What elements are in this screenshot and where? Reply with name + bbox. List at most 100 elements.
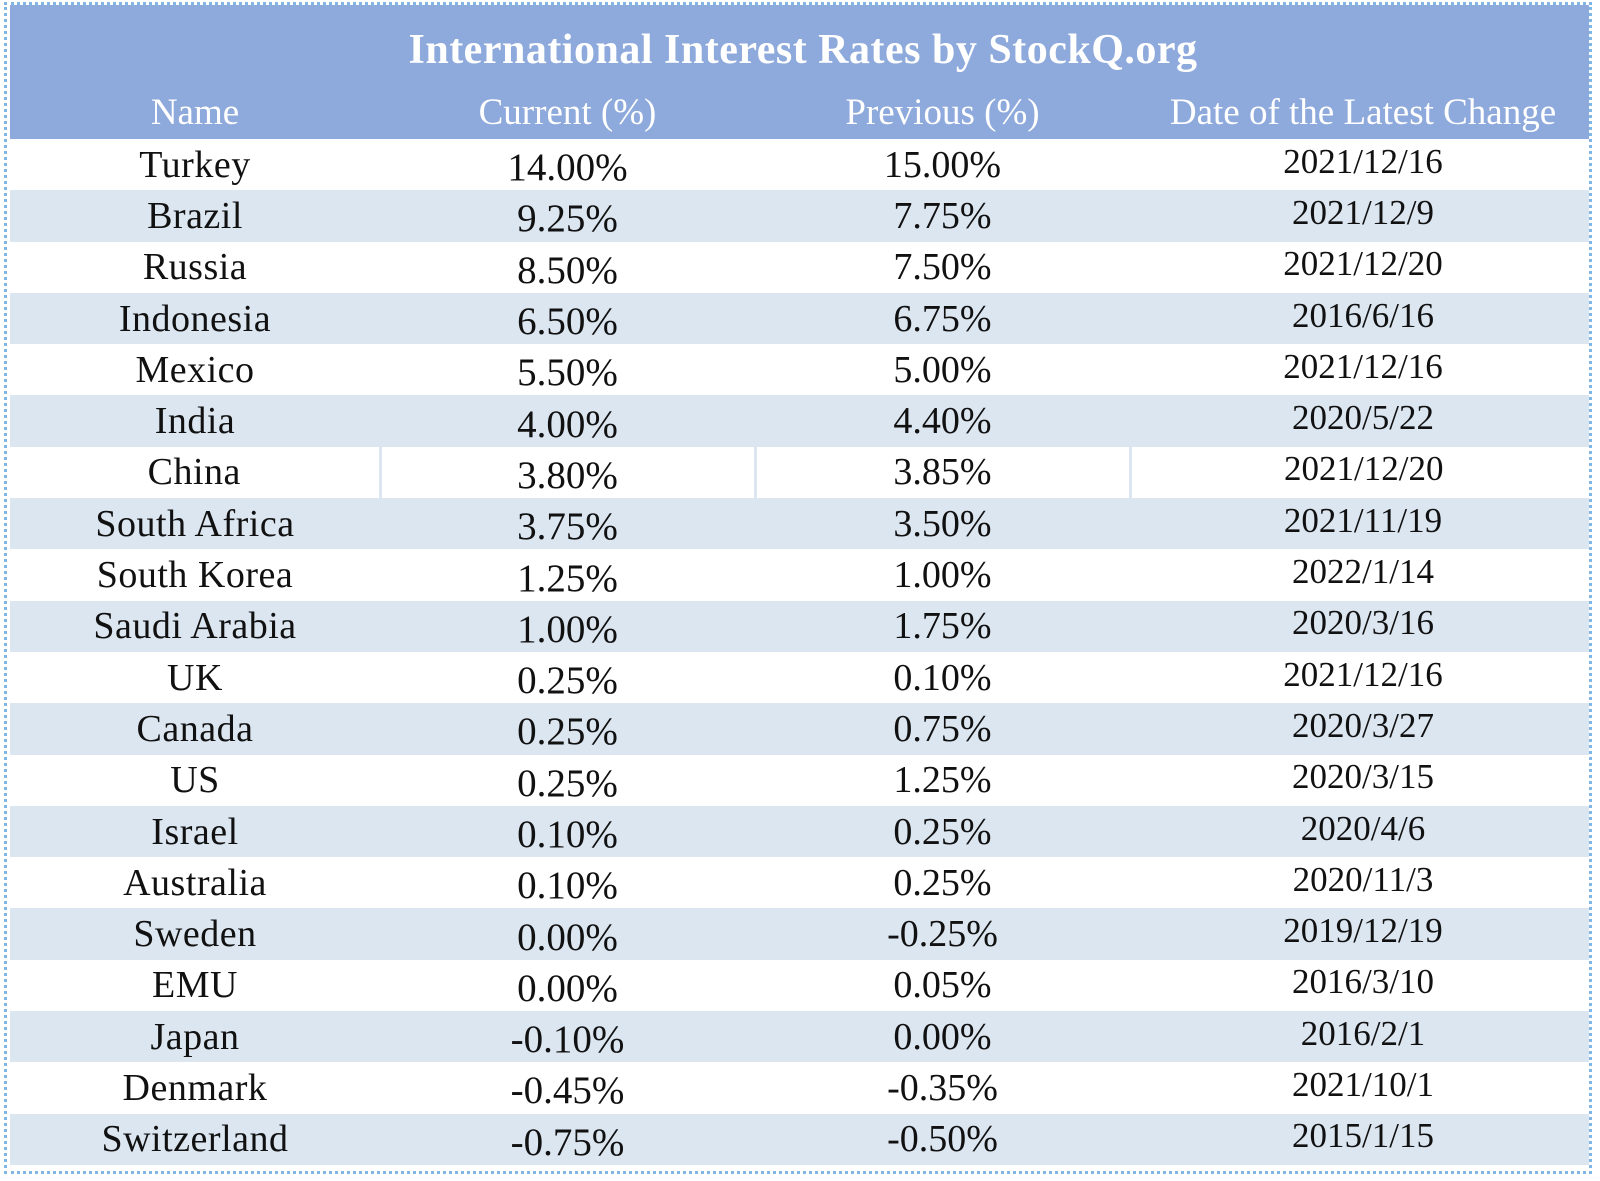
cell-previous-rate: 0.25% (755, 805, 1130, 858)
cell-change-date: 2021/12/20 (1128, 446, 1589, 499)
cell-previous-rate: 3.85% (753, 446, 1130, 499)
cell-previous-rate: 5.00% (755, 344, 1130, 396)
cell-country-name: Brazil (10, 190, 380, 242)
cell-previous-rate: 15.00% (755, 139, 1130, 191)
table-row: China 3.80% 3.85% 2021/12/20 (10, 446, 1589, 499)
cell-previous-rate: 7.75% (755, 190, 1130, 242)
cell-change-date: 2021/12/9 (1130, 190, 1589, 242)
header-row: Name Current (%) Previous (%) Date of th… (10, 91, 1589, 139)
cell-current-rate: -0.45% (380, 1062, 755, 1114)
cell-country-name: Denmark (10, 1062, 380, 1114)
cell-change-date: 2020/3/15 (1130, 754, 1589, 806)
column-header-name: Name (10, 91, 380, 139)
cell-change-date: 2020/3/16 (1130, 600, 1589, 652)
cell-current-rate: -0.10% (380, 1011, 755, 1063)
cell-current-rate: 3.75% (380, 498, 755, 550)
cell-previous-rate: -0.50% (755, 1113, 1130, 1165)
column-header-date: Date of the Latest Change (1130, 91, 1589, 139)
table-row: Mexico 5.50% 5.00% 2021/12/16 (10, 344, 1589, 396)
cell-current-rate: 5.50% (380, 344, 755, 396)
cell-current-rate: 9.25% (380, 190, 755, 242)
cell-current-rate: 0.00% (380, 908, 755, 960)
cell-previous-rate: 0.05% (755, 959, 1130, 1012)
table-row: Brazil 9.25% 7.75% 2021/12/9 (10, 190, 1589, 242)
cell-current-rate: 3.80% (378, 446, 755, 499)
cell-change-date: 2021/12/16 (1130, 139, 1589, 191)
cell-country-name: Canada (10, 703, 380, 755)
cell-current-rate: 6.50% (380, 292, 755, 345)
cell-country-name: Saudi Arabia (10, 600, 380, 652)
cell-current-rate: 0.10% (380, 857, 755, 909)
cell-previous-rate: 1.25% (755, 754, 1130, 806)
column-header-current: Current (%) (380, 91, 755, 139)
cell-current-rate: 8.50% (380, 241, 755, 293)
cell-previous-rate: 4.40% (755, 395, 1130, 447)
cell-country-name: Israel (10, 805, 380, 858)
cell-change-date: 2021/11/19 (1130, 498, 1589, 550)
table-row: Israel 0.10% 0.25% 2020/4/6 (10, 805, 1589, 858)
cell-previous-rate: 0.10% (755, 651, 1130, 704)
cell-country-name: Russia (10, 241, 380, 293)
table-row: Russia 8.50% 7.50% 2021/12/20 (10, 241, 1589, 293)
cell-change-date: 2020/11/3 (1130, 857, 1589, 909)
cell-change-date: 2020/3/27 (1130, 703, 1589, 755)
cell-country-name: Sweden (10, 908, 380, 960)
cell-previous-rate: 7.50% (755, 241, 1130, 293)
cell-country-name: Switzerland (10, 1113, 380, 1165)
cell-country-name: Australia (10, 857, 380, 909)
cell-current-rate: 4.00% (380, 395, 755, 447)
cell-change-date: 2016/2/1 (1130, 1011, 1589, 1063)
table-row: India 4.00% 4.40% 2020/5/22 (10, 395, 1589, 447)
cell-current-rate: 0.00% (380, 959, 755, 1012)
cell-change-date: 2019/12/19 (1130, 908, 1589, 960)
cell-country-name: Indonesia (10, 292, 380, 345)
table-row: Canada 0.25% 0.75% 2020/3/27 (10, 703, 1589, 755)
cell-current-rate: 1.00% (380, 600, 755, 652)
column-header-previous: Previous (%) (755, 91, 1130, 139)
cell-previous-rate: 0.00% (755, 1011, 1130, 1063)
cell-current-rate: 14.00% (380, 139, 755, 191)
cell-previous-rate: 1.75% (755, 600, 1130, 652)
table-row: Sweden 0.00% -0.25% 2019/12/19 (10, 908, 1589, 960)
cell-current-rate: -0.75% (380, 1113, 755, 1165)
table-row: UK 0.25% 0.10% 2021/12/16 (10, 651, 1589, 704)
cell-current-rate: 0.25% (380, 703, 755, 755)
cell-country-name: South Africa (10, 498, 380, 550)
cell-current-rate: 0.25% (380, 651, 755, 704)
cell-previous-rate: -0.25% (755, 908, 1130, 960)
table-row: US 0.25% 1.25% 2020/3/15 (10, 754, 1589, 806)
cell-country-name: Turkey (10, 139, 380, 191)
cell-current-rate: 0.25% (380, 754, 755, 806)
cell-change-date: 2016/3/10 (1130, 959, 1589, 1012)
cell-change-date: 2021/12/16 (1130, 651, 1589, 704)
table-row: Turkey 14.00% 15.00% 2021/12/16 (10, 139, 1589, 191)
cell-previous-rate: 1.00% (755, 549, 1130, 601)
cell-change-date: 2022/1/14 (1130, 549, 1589, 601)
cell-country-name: EMU (10, 959, 380, 1012)
cell-change-date: 2020/5/22 (1130, 395, 1589, 447)
interest-rates-table: Name Current (%) Previous (%) Date of th… (10, 91, 1589, 1165)
cell-current-rate: 0.10% (380, 805, 755, 858)
cell-change-date: 2021/10/1 (1130, 1062, 1589, 1114)
table-row: EMU 0.00% 0.05% 2016/3/10 (10, 959, 1589, 1012)
cell-previous-rate: 3.50% (755, 498, 1130, 550)
table-row: Switzerland -0.75% -0.50% 2015/1/15 (10, 1113, 1589, 1165)
table-row: Saudi Arabia 1.00% 1.75% 2020/3/16 (10, 600, 1589, 652)
table-row: Japan -0.10% 0.00% 2016/2/1 (10, 1011, 1589, 1063)
table-body: Turkey 14.00% 15.00% 2021/12/16 Brazil 9.25% 7… (10, 139, 1589, 1165)
cell-change-date: 2015/1/15 (1130, 1113, 1589, 1165)
cell-current-rate: 1.25% (380, 549, 755, 601)
table-row: Australia 0.10% 0.25% 2020/11/3 (10, 857, 1589, 909)
cell-previous-rate: 0.75% (755, 703, 1130, 755)
rates-table-container: International Interest Rates by StockQ.o… (10, 5, 1589, 1165)
table-row: Denmark -0.45% -0.35% 2021/10/1 (10, 1062, 1589, 1114)
table-row: South Korea 1.25% 1.00% 2022/1/14 (10, 549, 1589, 601)
cell-change-date: 2020/4/6 (1130, 805, 1589, 858)
table-row: Indonesia 6.50% 6.75% 2016/6/16 (10, 292, 1589, 345)
cell-country-name: China (10, 446, 380, 499)
cell-country-name: India (10, 395, 380, 447)
cell-country-name: South Korea (10, 549, 380, 601)
cell-previous-rate: 0.25% (755, 857, 1130, 909)
cell-country-name: Mexico (10, 344, 380, 396)
table-frame: International Interest Rates by StockQ.o… (4, 2, 1592, 1174)
